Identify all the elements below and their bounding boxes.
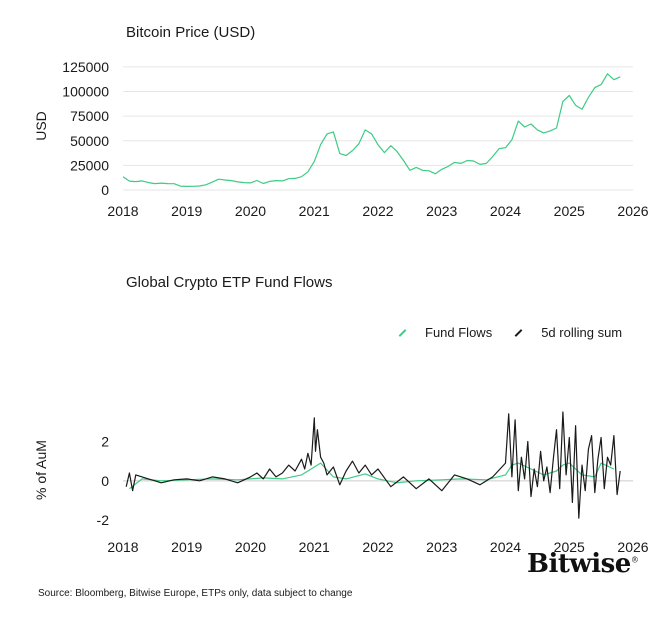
series-line-1-0 <box>129 462 615 490</box>
chart2-legend: Fund Flows 5d rolling sum <box>398 325 644 340</box>
brand-mark: ® <box>630 555 639 565</box>
x-tick-label-1-1: 2019 <box>171 539 202 555</box>
x-tick-label-0-2: 2020 <box>235 203 266 219</box>
y-tick-label-0-2: 50000 <box>70 133 109 149</box>
y-axis-label-1: % of AuM <box>33 440 49 500</box>
legend-swatch-green <box>398 328 407 337</box>
x-tick-label-1-3: 2021 <box>299 539 330 555</box>
x-tick-label-0-1: 2019 <box>171 203 202 219</box>
y-tick-label-0-4: 100000 <box>62 84 109 100</box>
x-tick-label-1-4: 2022 <box>362 539 393 555</box>
x-tick-label-0-4: 2022 <box>362 203 393 219</box>
x-tick-label-0-5: 2023 <box>426 203 457 219</box>
x-tick-label-1-7: 2025 <box>554 539 585 555</box>
legend-item-rolling-sum: 5d rolling sum <box>514 325 622 340</box>
x-tick-label-1-8: 2026 <box>617 539 648 555</box>
x-tick-label-1-5: 2023 <box>426 539 457 555</box>
y-tick-label-1-0: -2 <box>97 512 110 528</box>
chart2-title: Global Crypto ETP Fund Flows <box>126 274 333 291</box>
x-tick-label-1-2: 2020 <box>235 539 266 555</box>
chart1-title: Bitcoin Price (USD) <box>126 24 256 41</box>
x-tick-label-1-6: 2024 <box>490 539 521 555</box>
y-tick-label-1-1: 0 <box>101 473 109 489</box>
y-axis-label-0: USD <box>33 111 49 141</box>
series-line-1-1 <box>125 411 621 519</box>
x-tick-label-0-7: 2025 <box>554 203 585 219</box>
x-tick-label-0-8: 2026 <box>617 203 648 219</box>
x-tick-label-0-3: 2021 <box>299 203 330 219</box>
x-tick-label-0-0: 2018 <box>107 203 138 219</box>
legend-label-fund-flows: Fund Flows <box>425 325 493 340</box>
legend-label-rolling-sum: 5d rolling sum <box>541 325 623 340</box>
y-tick-label-1-2: 2 <box>101 433 109 449</box>
y-tick-label-0-1: 25000 <box>70 157 109 173</box>
legend-item-fund-flows: Fund Flows <box>398 325 492 340</box>
legend-swatch-black <box>514 328 523 337</box>
brand-name: Bitwise <box>527 549 631 579</box>
y-tick-label-0-0: 0 <box>101 182 109 198</box>
x-tick-label-0-6: 2024 <box>490 203 521 219</box>
source-note: Source: Bloomberg, Bitwise Europe, ETPs … <box>38 588 353 599</box>
y-tick-label-0-5: 125000 <box>62 59 109 75</box>
y-tick-label-0-3: 75000 <box>70 108 109 124</box>
bitwise-logo: Bitwise® <box>527 549 639 579</box>
x-tick-label-1-0: 2018 <box>107 539 138 555</box>
series-line-0-0 <box>122 73 621 187</box>
